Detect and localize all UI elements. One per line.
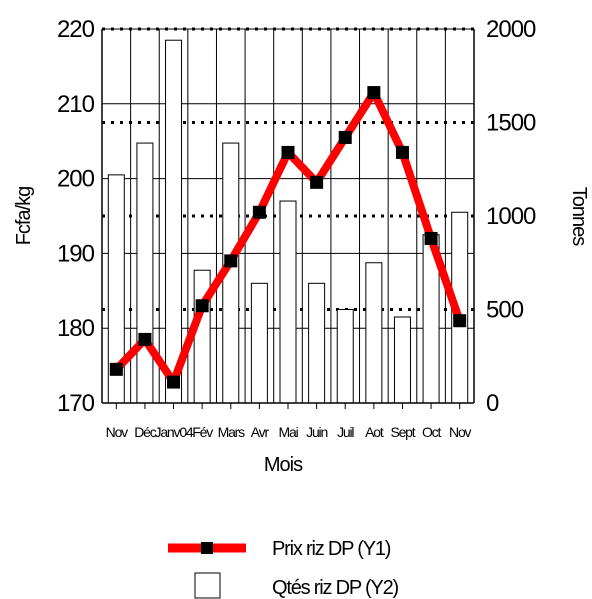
y2-tick-label: 500 xyxy=(486,297,524,324)
bar xyxy=(165,39,183,404)
plot-frame xyxy=(101,29,475,409)
x-tick-label: Déc xyxy=(134,424,156,440)
bar xyxy=(308,282,326,404)
x-tick-label: Aot xyxy=(365,424,384,440)
legend-bar-swatch xyxy=(194,572,221,599)
x-tick-label: Juil xyxy=(337,424,354,440)
x-tick-label: Nov xyxy=(449,424,471,440)
price-point xyxy=(167,375,181,389)
x-tick-label: Janv04 xyxy=(155,424,194,440)
bar xyxy=(250,282,268,404)
price-point xyxy=(424,231,438,245)
bar xyxy=(279,200,297,404)
bar xyxy=(393,316,411,404)
y2-tick-labels: 0 500 1000 1500 2000 xyxy=(486,16,537,417)
price-point xyxy=(453,314,467,328)
y1-axis-title: Fcfa/kg xyxy=(13,187,35,246)
legend-line-swatch xyxy=(168,542,246,554)
y1-tick-label: 170 xyxy=(57,390,95,417)
price-point xyxy=(224,254,238,268)
x-tick-label: Mai xyxy=(279,424,299,440)
y2-axis-title: Tonnes xyxy=(568,187,590,246)
x-axis-title: Mois xyxy=(264,454,303,476)
bar xyxy=(336,309,354,404)
y2-tick-label: 0 xyxy=(486,390,499,417)
legend-label-quantity: Qtés riz DP (Y2) xyxy=(272,577,399,599)
y1-tick-label: 200 xyxy=(57,166,95,193)
y1-tick-label: 220 xyxy=(57,16,95,43)
x-tick-label: Oct xyxy=(422,424,441,440)
line-series xyxy=(109,86,467,389)
x-tick-label: Nov xyxy=(106,424,128,440)
y2-tick-label: 2000 xyxy=(486,16,536,43)
bar xyxy=(136,142,154,404)
x-tick-label: Mars xyxy=(218,424,246,440)
y1-tick-label: 180 xyxy=(57,315,95,342)
price-point xyxy=(109,362,123,376)
price-point xyxy=(367,86,381,100)
x-tick-label: Avr xyxy=(251,424,270,440)
legend-label-price: Prix riz DP (Y1) xyxy=(272,538,391,560)
bar-series xyxy=(107,39,469,404)
price-point xyxy=(310,175,324,189)
price-point xyxy=(195,299,209,313)
y1-tick-label: 190 xyxy=(57,240,95,267)
price-point xyxy=(281,145,295,159)
price-point xyxy=(338,130,352,144)
y1-tick-label: 210 xyxy=(57,91,95,118)
y2-tick-label: 1000 xyxy=(486,203,536,230)
y2-tick-label: 1500 xyxy=(486,110,536,137)
price-point xyxy=(395,145,409,159)
legend: Prix riz DP (Y1) Qtés riz DP (Y2) xyxy=(168,538,400,599)
price-point xyxy=(252,205,266,219)
bar xyxy=(365,262,383,404)
x-tick-label: Sept xyxy=(390,424,415,440)
x-tick-label: Fév xyxy=(192,424,213,440)
x-tick-label: Juin xyxy=(306,424,327,440)
y1-tick-labels: 170 180 190 200 210 220 xyxy=(57,16,96,417)
price-point xyxy=(138,332,152,346)
